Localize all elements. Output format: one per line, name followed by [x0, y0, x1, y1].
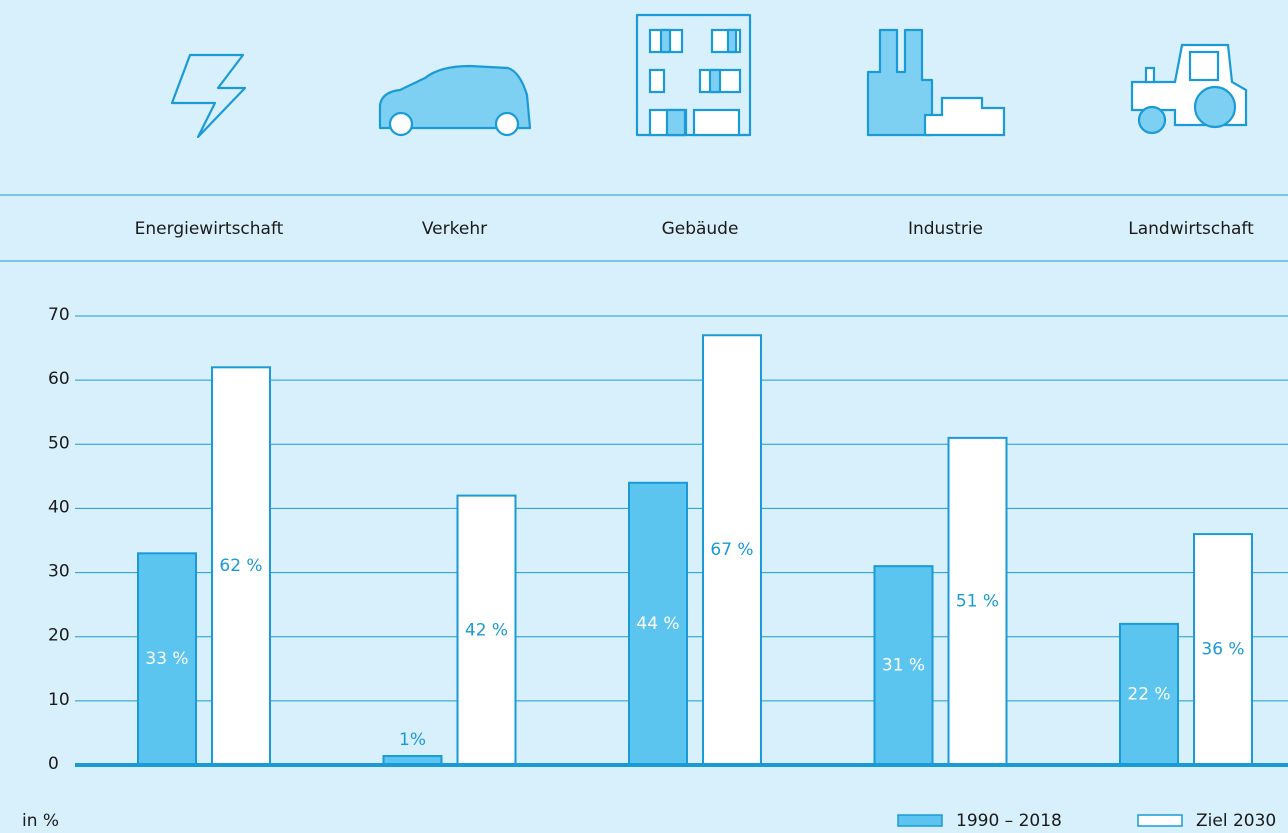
value-label: 42 % — [465, 620, 508, 640]
y-tick-label: 30 — [48, 562, 70, 582]
value-label: 51 % — [956, 591, 999, 611]
legend-swatch — [1137, 814, 1183, 827]
y-tick-label: 20 — [48, 626, 70, 646]
bar — [1119, 622, 1179, 767]
bar — [1193, 533, 1253, 766]
value-label: 22 % — [1127, 684, 1170, 704]
icons — [170, 13, 1248, 139]
y-tick-label: 0 — [48, 754, 59, 774]
x-tick-label: Verkehr — [422, 219, 487, 239]
value-label: 44 % — [636, 614, 679, 634]
bar — [456, 494, 517, 766]
value-label: 31 % — [882, 656, 925, 676]
value-label: 1% — [399, 730, 426, 750]
value-label: 67 % — [710, 540, 753, 560]
bar — [628, 481, 688, 766]
y-tick-label: 40 — [48, 497, 70, 517]
bar — [947, 436, 1008, 766]
value-label: 33 % — [145, 649, 188, 669]
value-label: 62 % — [219, 556, 262, 576]
bar — [873, 565, 934, 767]
value-label: 36 % — [1201, 640, 1244, 660]
legend-label: Ziel 2030 — [1196, 811, 1276, 831]
legend-swatch — [897, 814, 943, 827]
bar — [137, 552, 197, 766]
y-tick-label: 10 — [48, 690, 70, 710]
x-tick-label: Landwirtschaft — [1128, 219, 1254, 239]
x-tick-label: Gebäude — [662, 219, 739, 239]
y-axis-label: in % — [22, 811, 59, 831]
y-tick-label: 70 — [48, 305, 70, 325]
legend-label: 1990 – 2018 — [956, 811, 1062, 831]
y-tick-label: 60 — [48, 369, 70, 389]
x-tick-label: Industrie — [908, 219, 983, 239]
bar — [211, 366, 271, 766]
y-tick-label: 50 — [48, 433, 70, 453]
x-tick-label: Energiewirtschaft — [135, 219, 284, 239]
